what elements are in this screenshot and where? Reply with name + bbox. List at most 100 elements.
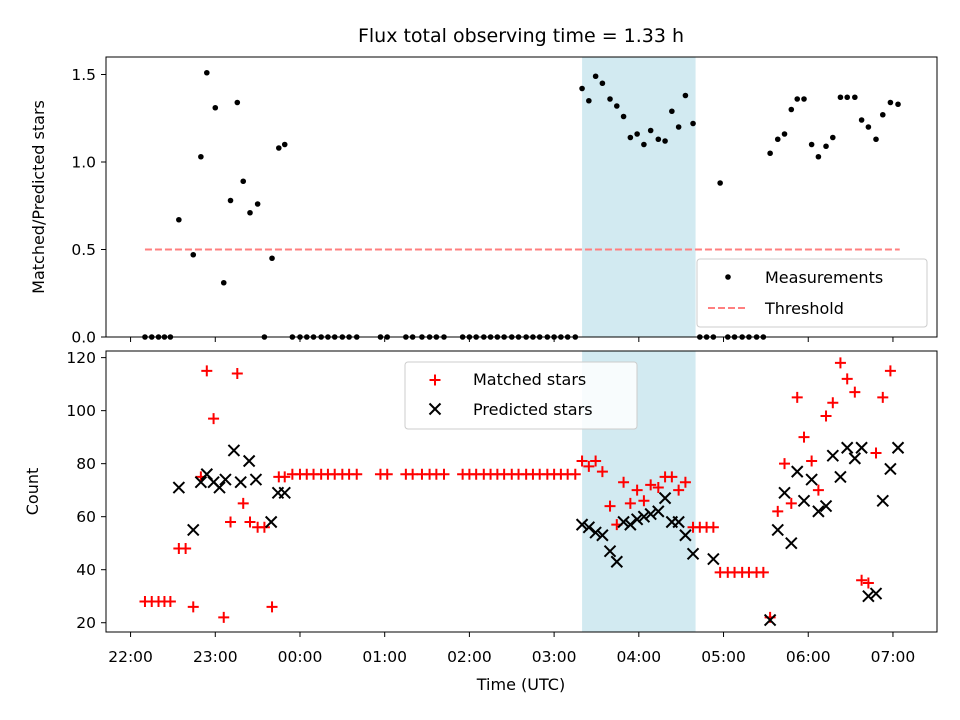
predicted-star-marker: [841, 441, 854, 454]
x-tick-label: 23:00: [193, 648, 238, 666]
predicted-star-marker: [826, 449, 840, 462]
measurement-point: [176, 216, 182, 223]
measurement-point: [641, 141, 647, 148]
top-axes-frame: [105, 56, 938, 338]
matched-star-marker: [351, 468, 363, 480]
y-tick-label: 0.5: [71, 241, 96, 259]
predicted-star-marker: [187, 523, 200, 537]
matched-star-marker: [218, 611, 230, 623]
measurement-point: [647, 127, 654, 134]
x-axis-label: Time (UTC): [476, 675, 565, 694]
matched-star-marker: [638, 495, 650, 507]
measurement-point: [655, 136, 662, 143]
predicted-star-marker: [582, 521, 596, 534]
bottom-legend-box: [404, 361, 638, 430]
predicted-star-marker: [862, 590, 875, 603]
bottom-y-axis: 20 40 60 80 100 120: [66, 349, 106, 632]
matched-star-marker: [237, 497, 249, 509]
measurement-point: [627, 134, 634, 141]
measurement-point: [607, 96, 613, 102]
matched-star-marker: [225, 516, 237, 528]
predicted-star-marker: [771, 523, 784, 537]
y-tick-label: 120: [66, 349, 96, 367]
matched-star-marker: [645, 479, 657, 491]
legend-marker-measurements: [725, 274, 731, 280]
matched-star-marker: [164, 596, 176, 608]
predicted-star-marker: [264, 515, 278, 529]
measurement-point: [852, 94, 858, 101]
predicted-star-marker: [234, 476, 247, 489]
matched-star-marker: [279, 471, 291, 483]
matched-star-marker: [679, 476, 691, 488]
bottom-legend: Matched stars Predicted stars: [404, 361, 638, 430]
matched-star-marker: [870, 447, 882, 459]
predicted-star-marker: [610, 555, 624, 568]
matched-star-marker: [569, 468, 581, 480]
matched-star-marker: [187, 601, 199, 613]
predicted-star-marker: [805, 473, 818, 486]
predicted-star-marker: [630, 513, 644, 526]
predicted-star-marker: [679, 529, 692, 542]
measurement-point: [837, 94, 844, 101]
predicted-star-marker: [876, 494, 889, 507]
x-tick-label: 06:00: [786, 648, 831, 666]
measurement-point: [887, 99, 894, 106]
predicted-star-markers: [172, 441, 905, 627]
predicted-star-marker: [242, 454, 256, 468]
matched-star-marker: [834, 357, 846, 369]
legend-label-threshold: Threshold: [764, 299, 844, 318]
predicted-star-marker: [227, 444, 241, 457]
predicted-star-marker: [644, 507, 657, 521]
measurement-point: [781, 131, 788, 137]
predicted-star-marker: [812, 505, 825, 518]
predicted-star-marker: [575, 518, 589, 531]
predicted-star-marker: [869, 587, 883, 600]
measurement-point: [269, 255, 275, 262]
top-x-ticks: [130, 337, 894, 342]
measurement-point: [281, 141, 288, 148]
predicted-star-marker: [763, 613, 777, 627]
matched-star-marker: [820, 410, 832, 422]
matched-star-marker: [673, 484, 685, 496]
bottom-y-axis-label: Count: [23, 468, 42, 516]
matched-star-marker: [631, 484, 643, 496]
measurement-point: [879, 111, 886, 118]
top-panel: 0.0 0.5 1.0 1.5 Matched/Predicted stars Mea…: [29, 56, 938, 347]
bottom-x-axis: 22:00 23:00 00:00 01:00 02:00 03:00 04:00 05:00…: [108, 632, 915, 666]
y-tick-label: 0.0: [71, 329, 96, 347]
legend-label-predicted: Predicted stars: [473, 400, 593, 419]
matched-star-marker: [707, 521, 719, 533]
measurement-point: [276, 145, 282, 151]
legend-marker-matched: [429, 374, 441, 386]
x-tick-label: 01:00: [362, 648, 407, 666]
matched-star-marker: [812, 484, 824, 496]
predicted-star-marker: [848, 452, 862, 465]
measurement-point: [808, 141, 815, 148]
measurement-point: [682, 92, 689, 99]
measurement-point: [801, 96, 807, 102]
matched-star-marker: [856, 574, 868, 586]
matched-star-marker: [258, 521, 270, 533]
measurement-point: [620, 113, 627, 120]
y-tick-label: 100: [66, 402, 96, 420]
predicted-star-marker: [219, 473, 232, 486]
measurement-point: [774, 136, 781, 143]
top-y-axis: 0.0 0.5 1.0 1.5: [71, 66, 106, 347]
matched-star-marker: [862, 577, 874, 589]
predicted-star-marker: [278, 486, 291, 500]
measurement-point: [788, 106, 795, 113]
measurement-point: [669, 108, 675, 115]
measurement-point: [873, 136, 879, 143]
measurement-point: [865, 124, 872, 130]
measurement-point: [858, 117, 865, 123]
matched-star-marker: [590, 455, 602, 467]
measurement-point: [579, 85, 585, 92]
matched-star-marker: [231, 368, 243, 380]
predicted-star-marker: [791, 465, 804, 478]
y-tick-label: 80: [76, 455, 96, 473]
matched-star-marker: [407, 468, 419, 480]
matched-star-marker: [208, 413, 220, 425]
matched-star-marker: [244, 516, 256, 528]
matched-star-marker: [806, 455, 818, 467]
